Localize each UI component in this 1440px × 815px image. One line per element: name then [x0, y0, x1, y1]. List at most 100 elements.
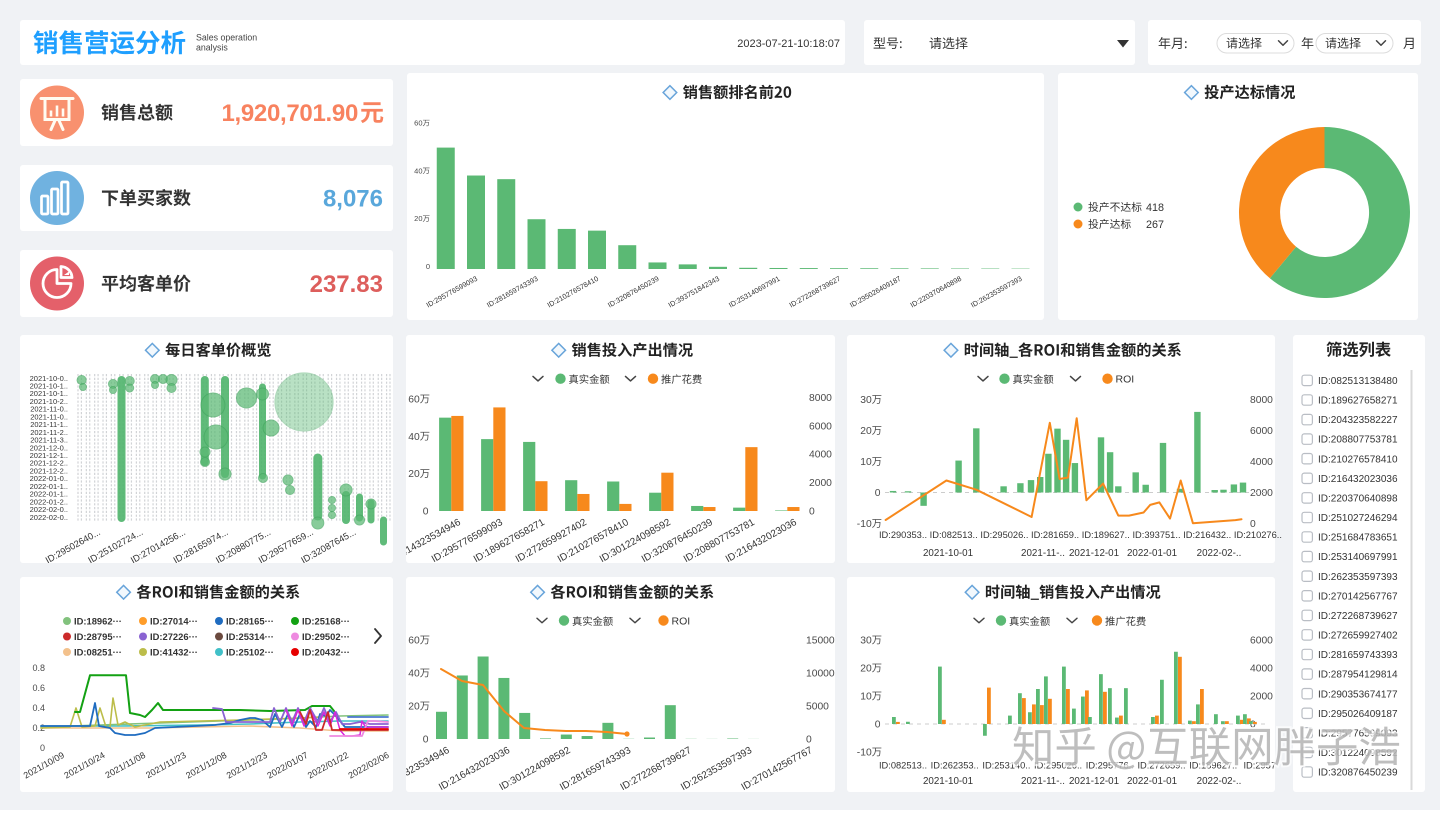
- svg-text:ID:082513..: ID:082513..: [879, 761, 927, 771]
- svg-text:ID:270142567767: ID:270142567767: [1318, 591, 1398, 602]
- svg-text:8,076: 8,076: [323, 186, 383, 213]
- svg-text:ID:189627..: ID:189627..: [1082, 530, 1130, 540]
- svg-text:2000: 2000: [1250, 692, 1273, 703]
- svg-text:ID:29502···: ID:29502···: [302, 631, 350, 642]
- svg-text:0: 0: [423, 735, 429, 746]
- svg-text:40: 40: [408, 669, 420, 680]
- svg-text:15000: 15000: [806, 636, 835, 647]
- svg-text:30: 30: [860, 395, 872, 406]
- svg-text:2022-01-01: 2022-01-01: [1127, 548, 1177, 559]
- svg-text:6000: 6000: [809, 421, 832, 432]
- svg-text:-10: -10: [857, 519, 872, 530]
- svg-text:0: 0: [875, 720, 881, 731]
- svg-text:20: 20: [414, 214, 422, 223]
- svg-text:10: 10: [860, 692, 872, 703]
- svg-text:ID:204323582227: ID:204323582227: [1318, 415, 1398, 426]
- svg-text:8000: 8000: [809, 393, 832, 404]
- svg-text:2021-10-01: 2021-10-01: [923, 776, 973, 787]
- svg-text:40: 40: [408, 432, 420, 443]
- svg-text:418: 418: [1146, 202, 1164, 214]
- svg-text:0: 0: [875, 488, 881, 499]
- svg-text:ID:253140..: ID:253140..: [982, 761, 1030, 771]
- svg-text:0: 0: [40, 743, 45, 753]
- svg-text:ID:295026409187: ID:295026409187: [1318, 709, 1398, 720]
- svg-text:5000: 5000: [806, 702, 829, 713]
- svg-text:8000: 8000: [1250, 395, 1273, 406]
- svg-text:0: 0: [423, 507, 429, 518]
- svg-text:Sales operation: Sales operation: [196, 33, 257, 43]
- svg-text:0: 0: [426, 262, 430, 271]
- svg-text:ID:27226···: ID:27226···: [150, 631, 198, 642]
- svg-text:-10: -10: [857, 748, 872, 759]
- svg-text:0: 0: [806, 735, 812, 746]
- svg-text:ID:25168···: ID:25168···: [302, 615, 350, 626]
- svg-text:2021-11-..: 2021-11-..: [1021, 548, 1065, 559]
- svg-text:ID:20432···: ID:20432···: [302, 646, 350, 657]
- svg-text:ROI: ROI: [672, 615, 691, 627]
- svg-text:6000: 6000: [1250, 636, 1273, 647]
- svg-text:20: 20: [860, 664, 872, 675]
- svg-text:ID:189627658271: ID:189627658271: [1318, 396, 1398, 407]
- svg-text:2021-12-01: 2021-12-01: [1069, 776, 1119, 787]
- svg-text:ID:25102···: ID:25102···: [226, 646, 274, 657]
- svg-text:2023-07-21-10:18:07: 2023-07-21-10:18:07: [737, 38, 840, 50]
- svg-text:ID:262353597393: ID:262353597393: [1318, 572, 1398, 583]
- svg-text:ID:216432023036: ID:216432023036: [1318, 474, 1398, 485]
- svg-text:2000: 2000: [809, 478, 832, 489]
- svg-text:20: 20: [408, 469, 420, 480]
- svg-text:60: 60: [408, 636, 420, 647]
- svg-text:60: 60: [414, 119, 422, 128]
- svg-text:60: 60: [408, 395, 420, 406]
- svg-text:4000: 4000: [1250, 457, 1273, 468]
- svg-text:analysis: analysis: [196, 43, 228, 53]
- svg-text:ID:08251···: ID:08251···: [74, 646, 122, 657]
- svg-text:10000: 10000: [806, 669, 835, 680]
- svg-text:ID:393751..: ID:393751..: [1132, 530, 1180, 540]
- svg-text:ID:281659..: ID:281659..: [1031, 530, 1079, 540]
- svg-text:ID:216432..: ID:216432..: [1183, 530, 1231, 540]
- svg-text:2021-11-..: 2021-11-..: [1021, 776, 1065, 787]
- svg-text:267: 267: [1146, 219, 1164, 231]
- svg-text:237.83: 237.83: [310, 271, 383, 298]
- svg-text:ID:272659927402: ID:272659927402: [1318, 631, 1398, 642]
- svg-text:40: 40: [414, 166, 422, 175]
- svg-text:ID:082513138480: ID:082513138480: [1318, 376, 1398, 387]
- svg-text:ID:290353674177: ID:290353674177: [1318, 689, 1398, 700]
- svg-text:ID:290353..: ID:290353..: [879, 530, 927, 540]
- svg-text:ID:210276..: ID:210276..: [1234, 530, 1282, 540]
- svg-text:ID:27014···: ID:27014···: [150, 615, 198, 626]
- svg-text:6000: 6000: [1250, 426, 1273, 437]
- svg-text:4000: 4000: [1250, 664, 1273, 675]
- svg-text:ID:25314···: ID:25314···: [226, 631, 274, 642]
- svg-text:0.8: 0.8: [32, 663, 45, 673]
- svg-text:ID:262353..: ID:262353..: [931, 761, 979, 771]
- svg-text:4000: 4000: [809, 450, 832, 461]
- svg-text:ID:41432···: ID:41432···: [150, 646, 198, 657]
- svg-text:ID:253140697991: ID:253140697991: [1318, 552, 1398, 563]
- svg-text:2000: 2000: [1250, 488, 1273, 499]
- svg-text:ID:320876450239: ID:320876450239: [1318, 768, 1398, 779]
- svg-text:0: 0: [809, 507, 815, 518]
- svg-text:ID:082513..: ID:082513..: [930, 530, 978, 540]
- svg-text:ID:220370640898: ID:220370640898: [1318, 493, 1398, 504]
- svg-text:ID:28165···: ID:28165···: [226, 615, 274, 626]
- svg-text:2021-12-01: 2021-12-01: [1069, 548, 1119, 559]
- svg-text:ID:208807753781: ID:208807753781: [1318, 435, 1398, 446]
- svg-text:ID:210276578410: ID:210276578410: [1318, 454, 1398, 465]
- svg-text:30: 30: [860, 636, 872, 647]
- svg-text:2022-01-01: 2022-01-01: [1127, 776, 1177, 787]
- svg-text:2022-02-..: 2022-02-..: [1197, 776, 1242, 787]
- svg-text:ROI: ROI: [1116, 374, 1135, 386]
- svg-text:1,920,701.90: 1,920,701.90: [221, 100, 358, 127]
- svg-text:0.4: 0.4: [32, 703, 45, 713]
- svg-text:2022-02-0..: 2022-02-0..: [30, 513, 68, 522]
- svg-text:ID:272268739627: ID:272268739627: [1318, 611, 1398, 622]
- svg-text:ID:18962···: ID:18962···: [74, 615, 122, 626]
- svg-text:0.6: 0.6: [32, 683, 45, 693]
- svg-text:ID:287954129814: ID:287954129814: [1318, 670, 1398, 681]
- svg-text:10: 10: [860, 457, 872, 468]
- svg-text:2022-02-..: 2022-02-..: [1197, 548, 1242, 559]
- svg-text:ID:28795···: ID:28795···: [74, 631, 122, 642]
- svg-text:ID:281659743393: ID:281659743393: [1318, 650, 1398, 661]
- svg-text:20: 20: [408, 702, 420, 713]
